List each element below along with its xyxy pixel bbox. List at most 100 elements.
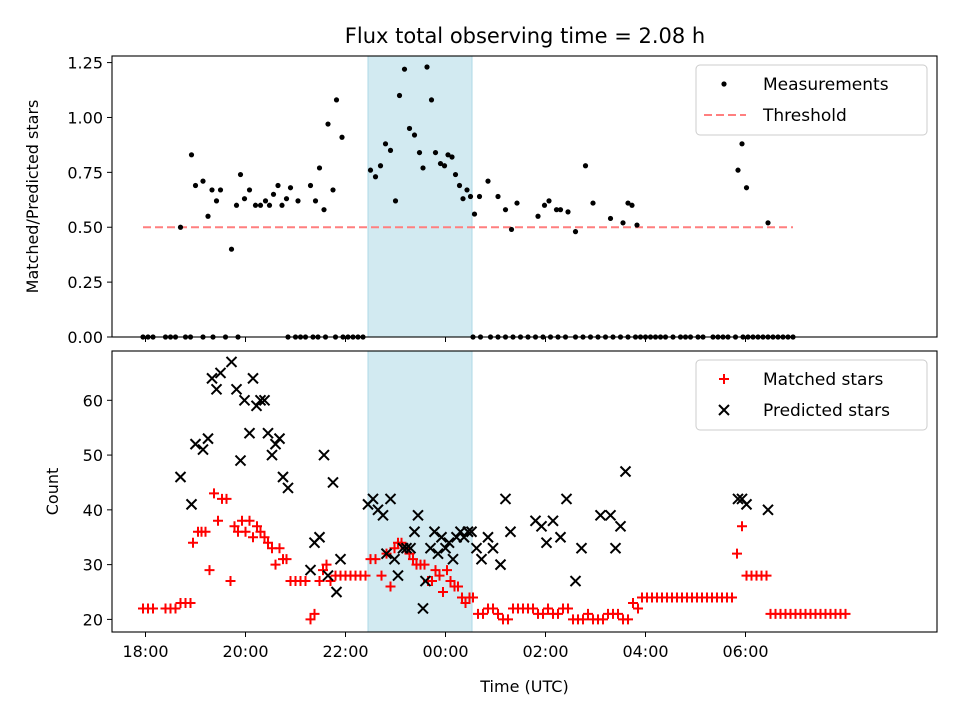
matched-point	[493, 608, 503, 619]
matched-point	[408, 554, 418, 565]
measurement-point	[257, 202, 264, 208]
matched-point	[613, 608, 623, 619]
predicted-point	[400, 542, 413, 554]
predicted-point	[250, 400, 263, 412]
matched-point	[598, 614, 608, 625]
predicted-point	[560, 493, 573, 505]
measurement-point	[437, 160, 444, 167]
predicted-point	[569, 575, 582, 587]
matched-point	[623, 614, 633, 625]
measurement-point	[735, 167, 741, 173]
measurement-point	[392, 198, 399, 204]
predicted-point	[258, 394, 271, 407]
measurement-point	[188, 152, 195, 158]
matched-point	[430, 565, 441, 576]
measurement-point	[452, 171, 459, 178]
predicted-point	[377, 509, 389, 522]
x-tick-label: 04:00	[622, 642, 668, 661]
y-axis-label: Matched/Predicted stars	[23, 100, 42, 294]
predicted-point	[404, 542, 417, 554]
predicted-point	[732, 493, 744, 505]
measurement-point	[205, 213, 211, 219]
measurement-point	[546, 198, 552, 204]
measurement-point	[333, 97, 340, 103]
legend-box	[695, 64, 928, 136]
matched-point	[229, 521, 240, 532]
matched-point	[209, 488, 219, 499]
y-tick-label: 60	[83, 391, 103, 410]
measurement-point	[312, 198, 319, 204]
matched-point	[305, 614, 316, 625]
measurement-point	[237, 171, 244, 178]
predicted-point	[470, 542, 483, 554]
measurement-point	[502, 207, 509, 213]
matched-point	[244, 515, 255, 526]
matched-point	[628, 597, 638, 608]
predicted-point	[202, 432, 214, 445]
predicted-point	[419, 575, 432, 587]
measurement-point	[464, 187, 470, 193]
matched-point	[442, 565, 452, 576]
predicted-point	[322, 569, 334, 582]
measurement-point	[241, 196, 248, 202]
measurement-point	[411, 132, 418, 138]
measurement-point	[228, 246, 235, 252]
predicted-point	[214, 367, 227, 379]
predicted-point	[614, 520, 627, 532]
matched-point	[543, 603, 553, 614]
matched-point	[727, 592, 737, 603]
matched-point	[300, 576, 311, 587]
predicted-point	[225, 356, 238, 368]
predicted-point	[189, 438, 202, 450]
matched-point	[438, 587, 448, 598]
measurement-point	[217, 187, 224, 193]
chart-title: Flux total observing time = 2.08 h	[345, 24, 705, 48]
predicted-point	[388, 553, 401, 565]
matched-point	[376, 570, 387, 581]
matched-point	[503, 614, 513, 625]
measurement-point	[192, 182, 199, 189]
predicted-point	[443, 537, 455, 549]
predicted-point	[547, 515, 559, 527]
measurement-point	[607, 215, 614, 222]
predicted-point	[435, 531, 448, 543]
bottom-panel: 20 30 40 50 60 18:00 20:00 22:00 00:00 02:00 04:00…	[43, 350, 938, 696]
predicted-point	[330, 586, 343, 598]
matched-point	[453, 581, 463, 592]
measurement-point	[372, 174, 379, 180]
measurement-point	[535, 213, 541, 219]
measurement-point	[541, 202, 548, 208]
predicted-point	[619, 465, 632, 478]
legend-matched-marker	[719, 374, 729, 384]
measurement-point	[420, 165, 426, 171]
matched-point	[252, 521, 262, 532]
predicted-point	[262, 427, 274, 439]
matched-point	[478, 608, 488, 619]
predicted-point	[206, 372, 218, 385]
predicted-point	[266, 449, 278, 461]
matched-point	[204, 565, 215, 576]
measurement-point	[445, 152, 451, 158]
measurement-point	[287, 185, 294, 191]
measurement-point	[377, 163, 384, 169]
legend-box	[695, 359, 928, 431]
measurement-point	[279, 202, 285, 208]
predicted-point	[594, 509, 607, 522]
matched-point	[563, 603, 573, 614]
measurement-point	[177, 224, 184, 230]
predicted-point	[304, 564, 317, 576]
measurement-point	[743, 185, 750, 191]
matched-point	[148, 603, 158, 614]
measurement-point	[432, 149, 439, 156]
measurement-point	[307, 182, 314, 189]
x-tick-label: 20:00	[222, 642, 268, 661]
matched-point	[370, 554, 381, 565]
measurement-point	[339, 134, 345, 140]
measurement-point	[467, 193, 474, 200]
matched-point	[248, 532, 258, 543]
predicted-point	[210, 383, 223, 396]
top-panel: 0.00 0.25 0.50 0.75 1.00 1.25 Matched/Predicte…	[23, 54, 938, 347]
measurement-point	[325, 121, 331, 127]
matched-point	[583, 608, 593, 619]
